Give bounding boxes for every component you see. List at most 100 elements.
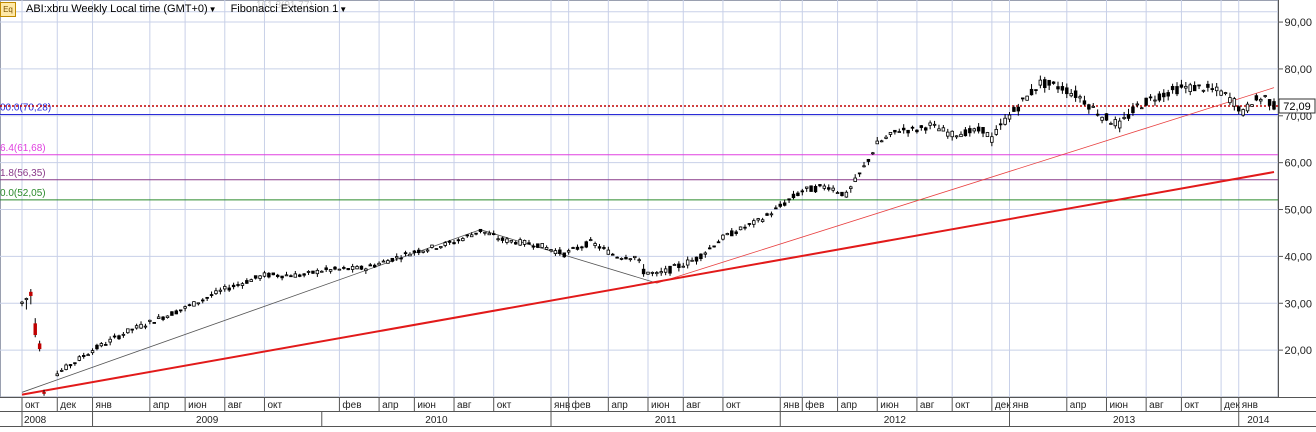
candle-body (408, 253, 412, 257)
symbol-title[interactable]: ABI:xbru Weekly Local time (GMT+0) (26, 3, 208, 15)
candle-body (915, 129, 919, 133)
candle-body (77, 356, 82, 361)
candle-body (1038, 79, 1043, 86)
candle-body (866, 158, 871, 162)
candle-body (1016, 106, 1021, 112)
chevron-down-icon[interactable]: ▼ (339, 4, 348, 14)
candle-body (399, 257, 403, 260)
candle-body (1175, 86, 1179, 95)
candle-body (302, 273, 306, 276)
candle-body (236, 284, 240, 286)
candle-body (831, 187, 835, 191)
candle-body (518, 239, 522, 246)
candle-body (655, 272, 659, 275)
month-tick-label: окт (497, 400, 512, 411)
candle-body (1104, 113, 1109, 121)
candle-body (447, 240, 452, 243)
candle-body (1135, 103, 1140, 106)
candle-body (1184, 85, 1188, 89)
candle-body (1056, 86, 1060, 90)
candle-body (434, 248, 439, 250)
candle-body (976, 126, 981, 132)
candle-body (324, 267, 328, 270)
candle-body (998, 123, 1003, 126)
month-tick-label: апр (841, 400, 858, 411)
month-tick-label: апр (382, 400, 399, 411)
candle-body (668, 265, 672, 274)
candle-body (218, 289, 223, 292)
candle-body (597, 246, 602, 249)
candle-body (1034, 89, 1038, 91)
candle-body (1237, 106, 1241, 112)
thin-trendline (656, 87, 1275, 284)
candle-body (284, 274, 289, 277)
candle-body (765, 213, 769, 216)
candle-body (633, 255, 637, 259)
candle-body (932, 123, 937, 126)
fibonacci-levels: 00.0(70,28) 6.4(61,68) 1.8(56,35) 0.0(52,05… (0, 102, 1278, 201)
chart-header: Eq ABI:xbru Weekly Local time (GMT+0) ▼ … (0, 2, 361, 17)
candle-body (275, 274, 280, 277)
price-tick-label: 60,00 (1284, 158, 1312, 170)
candle-body (840, 191, 844, 197)
study-title[interactable]: Fibonacci Extension 1 (230, 3, 339, 15)
candle-body (743, 226, 747, 229)
candle-body (879, 140, 884, 143)
candle-body (782, 202, 787, 206)
candle-body (280, 275, 284, 279)
candle-body (134, 325, 139, 329)
candle-body (1095, 113, 1100, 116)
candle-body (575, 246, 580, 250)
candle-body (580, 246, 584, 249)
candle-body (337, 268, 342, 271)
candle-body (685, 259, 690, 266)
candle-body (959, 133, 963, 138)
price-axis: 20,00 30,00 40,00 50,00 60,00 70,00 80,00 90,00… (1278, 0, 1316, 397)
candle-body (1113, 119, 1118, 127)
candle-body (148, 319, 152, 322)
candle-body (716, 241, 721, 244)
candle-body (1020, 97, 1025, 100)
candle-body (857, 172, 862, 175)
candle-body (328, 269, 333, 272)
candle-body (487, 232, 492, 236)
candle-body (950, 130, 954, 138)
price-tick-label: 40,00 (1284, 251, 1312, 263)
price-tick-label: 90,00 (1284, 17, 1312, 29)
candle-body (1012, 107, 1016, 112)
chevron-down-icon[interactable]: ▼ (208, 4, 217, 14)
candle-body (289, 275, 293, 278)
candle-body (452, 242, 456, 245)
candle-body (320, 270, 324, 273)
candle-body (972, 128, 976, 132)
candle-body (170, 311, 174, 316)
candle-body (690, 259, 694, 262)
candle-body (928, 122, 932, 126)
equity-icon[interactable]: Eq (0, 2, 16, 17)
candle-body (90, 350, 95, 354)
month-tick-label: окт (1184, 400, 1199, 411)
candle-body (888, 131, 893, 135)
candle-body (663, 268, 668, 273)
candle-body (1073, 90, 1078, 98)
candle-body (161, 316, 165, 320)
candle-body (1148, 96, 1153, 99)
candle-body (1166, 92, 1170, 97)
candle-body (611, 253, 615, 256)
candle-body (1241, 109, 1245, 116)
candle-body (540, 243, 544, 248)
month-tick-label: июн (651, 400, 670, 411)
fib-level-label: 0.0(52,05) (0, 188, 46, 199)
candle-body (571, 247, 575, 249)
candle-body (1272, 101, 1276, 110)
month-tick-label: янв (1012, 400, 1028, 411)
candle-body (1232, 98, 1237, 107)
candle-body (672, 264, 677, 266)
candle-body (231, 284, 236, 288)
grid (0, 0, 1279, 398)
candle-body (1109, 122, 1113, 125)
candle-body (875, 140, 879, 145)
candle-body (99, 343, 104, 347)
candle-body (417, 249, 421, 254)
